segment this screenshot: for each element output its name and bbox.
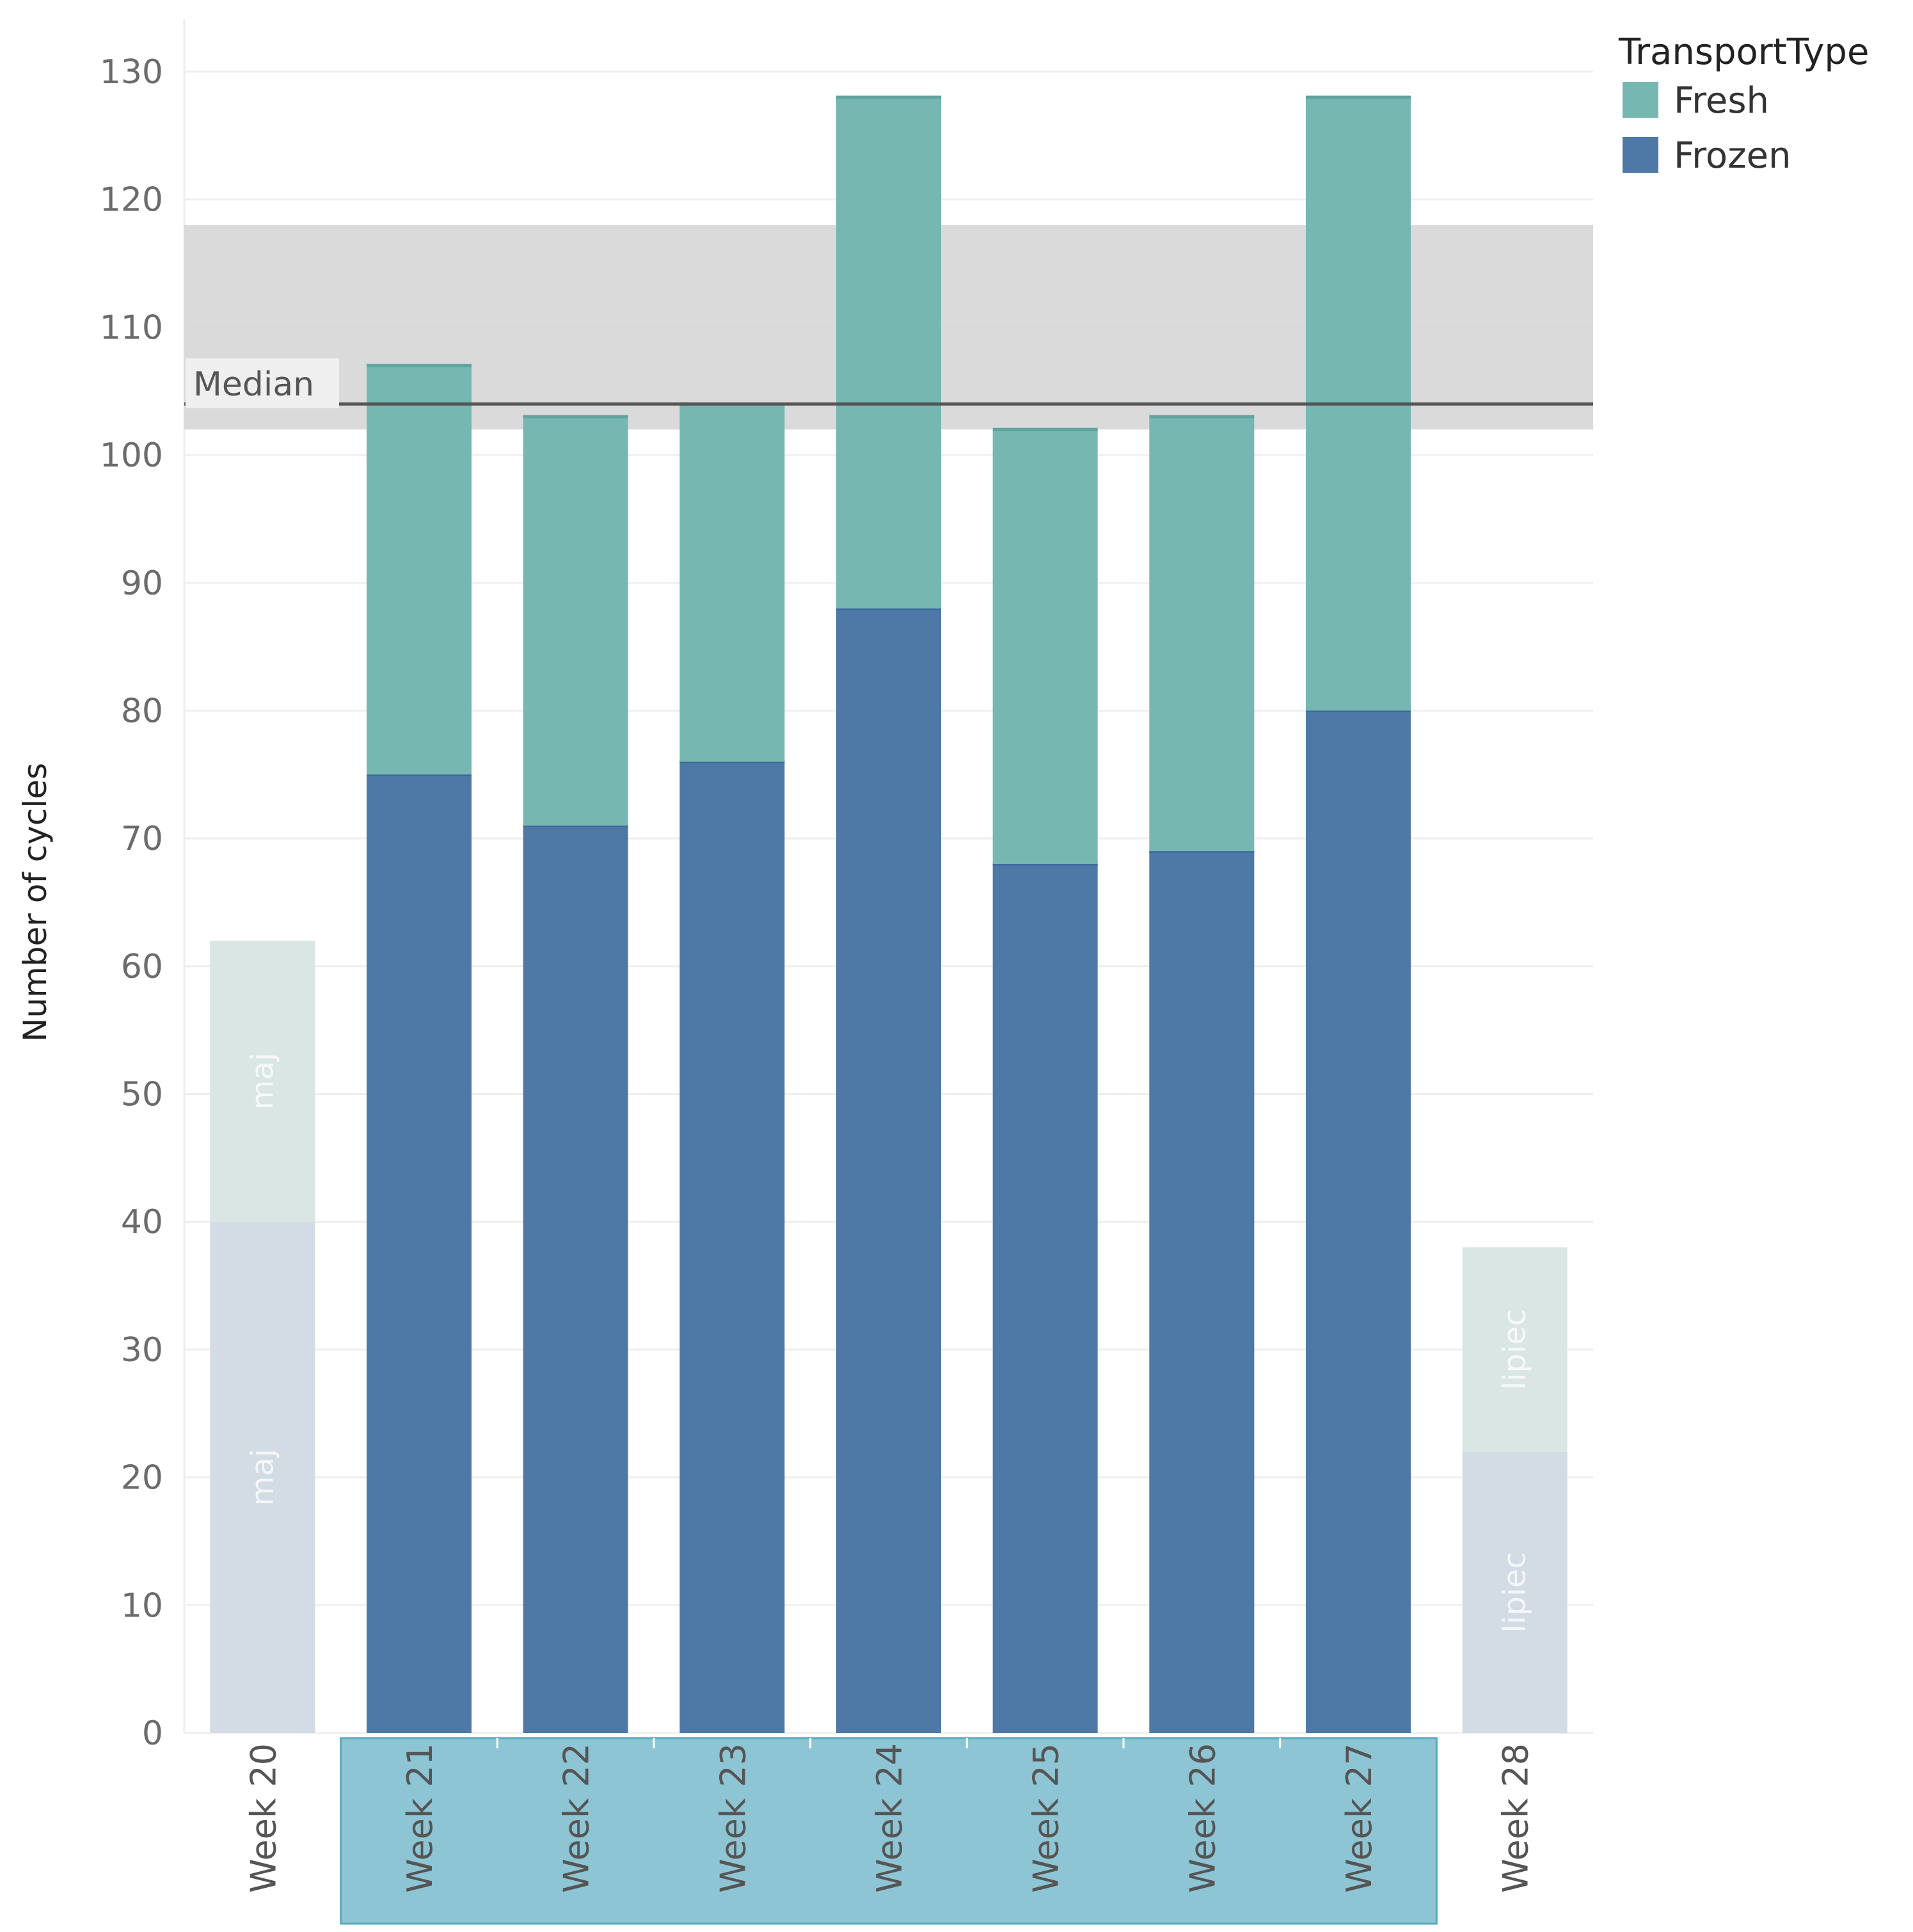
x-tick-label-week-26: Week 26 [1182,1743,1223,1893]
month-label-fresh-week-20: maj [244,1053,280,1110]
bar-fresh-week-23 [679,404,785,762]
y-tick-label-110: 110 [100,308,163,347]
x-tick-label-week-25: Week 25 [1026,1743,1067,1893]
x-axis-highlight-box [340,1737,1438,1925]
bar-frozen-week-25 [992,864,1098,1733]
month-label-frozen-week-20: maj [244,1449,280,1506]
bar-frozen-week-26 [1149,851,1255,1733]
median-label-box [186,358,339,408]
bar-frozen-week-24 [836,608,941,1733]
y-tick-label-0: 0 [142,1714,163,1753]
bar-frozen-week-22 [523,826,628,1733]
bar-fresh-week-20 [210,940,315,1222]
median-label: Median [193,365,314,404]
legend-swatch-fresh [1623,82,1658,118]
bar-fresh-week-25 [992,429,1098,865]
y-tick-label-90: 90 [121,564,163,603]
y-tick-label-30: 30 [121,1331,163,1369]
y-tick-label-10: 10 [121,1586,163,1625]
y-tick-label-130: 130 [100,53,163,92]
bar-fresh-week-22 [523,417,628,826]
y-tick-label-20: 20 [121,1459,163,1497]
y-tick-label-40: 40 [121,1203,163,1241]
month-label-fresh-week-28: lipiec [1497,1309,1533,1390]
y-axis-title: Number of cycles [17,763,54,1042]
y-tick-label-70: 70 [121,820,163,858]
legend-label-fresh: Fresh [1674,80,1769,122]
x-tick-label-week-28: Week 28 [1496,1743,1536,1893]
bar-frozen-week-20 [210,1222,315,1733]
bar-fresh-week-21 [367,365,472,775]
month-label-frozen-week-28: lipiec [1497,1552,1533,1633]
bar-frozen-week-23 [679,762,785,1733]
bar-fresh-week-26 [1149,417,1255,852]
y-tick-label-60: 60 [121,948,163,986]
bar-fresh-week-28 [1462,1247,1568,1452]
bar-frozen-week-27 [1306,710,1411,1733]
x-tick-label-week-21: Week 21 [400,1743,440,1893]
y-tick-label-80: 80 [121,692,163,730]
y-tick-label-50: 50 [121,1076,163,1114]
bar-frozen-week-21 [367,774,472,1733]
bar-fresh-week-24 [836,97,941,609]
x-tick-label-week-24: Week 24 [869,1743,910,1893]
y-tick-label-120: 120 [100,181,163,220]
x-tick-label-week-23: Week 23 [713,1743,753,1893]
x-tick-label-week-20: Week 20 [243,1743,283,1893]
legend-swatch-frozen [1623,137,1658,173]
legend-title: TransportType [1618,31,1869,73]
y-tick-label-100: 100 [100,436,163,475]
bar-frozen-week-28 [1462,1451,1568,1733]
legend-label-frozen: Frozen [1674,135,1791,177]
x-tick-label-week-22: Week 22 [557,1743,597,1893]
x-tick-label-week-27: Week 27 [1339,1743,1379,1893]
